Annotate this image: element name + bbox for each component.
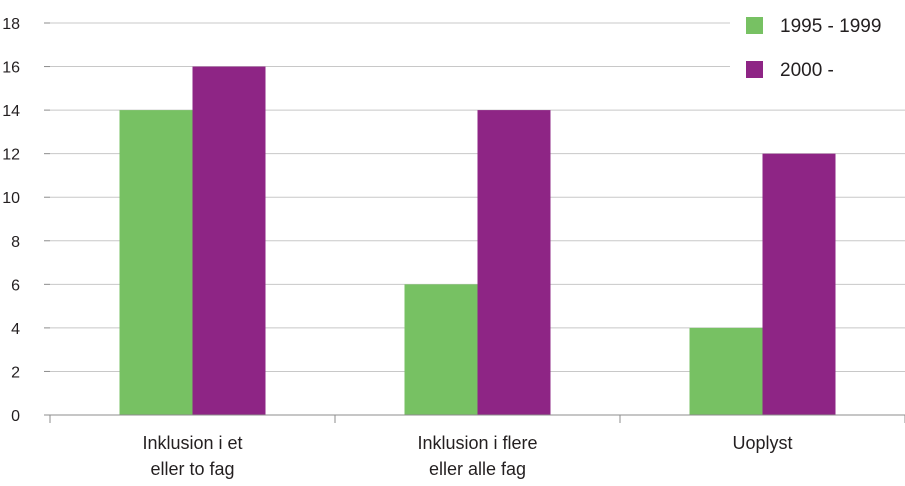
legend-label: 1995 - 1999 (780, 16, 881, 37)
legend: 1995 - 1999 2000 - (730, 0, 905, 86)
bar (477, 110, 551, 415)
bar (192, 66, 266, 416)
x-tick-label: eller to fag (150, 459, 234, 479)
y-tick-label: 18 (2, 16, 20, 33)
bar (689, 327, 763, 415)
y-tick-label: 16 (2, 60, 20, 77)
y-tick-label: 6 (11, 277, 20, 294)
y-tick-label: 10 (2, 190, 20, 207)
x-tick-label: Inklusion i et (142, 433, 242, 453)
y-tick-label: 0 (11, 408, 20, 425)
bar (404, 284, 478, 415)
legend-label: 2000 - (780, 60, 834, 81)
axes: 0 2 4 6 8 10 12 14 16 18 Inklusion i et eller to fa… (2, 16, 905, 479)
x-tick-label: Uoplyst (732, 433, 792, 453)
y-tick-label: 12 (2, 147, 20, 164)
y-tick-label: 8 (11, 234, 20, 251)
legend-swatch (746, 17, 763, 34)
y-tick-label: 4 (11, 321, 20, 338)
y-tick-label: 2 (11, 364, 20, 381)
bars (119, 66, 836, 416)
bar (762, 153, 836, 415)
x-tick-label: eller alle fag (429, 459, 526, 479)
legend-swatch (746, 61, 763, 78)
x-tick-label: Inklusion i flere (417, 433, 537, 453)
y-tick-label: 14 (2, 103, 20, 120)
bar (119, 110, 193, 415)
